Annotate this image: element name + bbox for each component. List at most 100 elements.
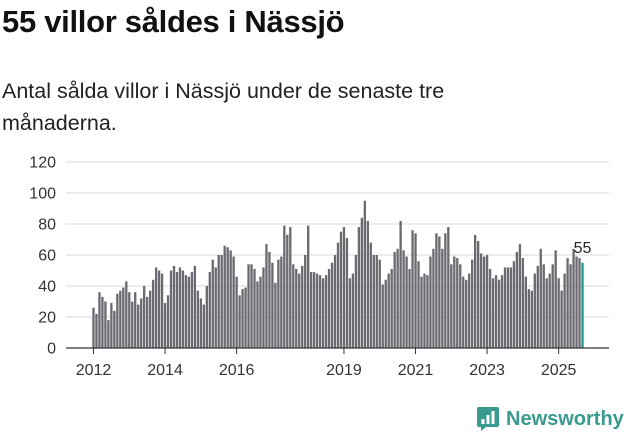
bar [515,251,519,348]
y-tick-label: 0 [47,341,56,358]
bar [345,237,349,348]
bar [235,276,238,348]
bar [435,233,438,348]
bar [172,265,176,348]
bar [554,250,557,348]
chart-subtitle: Antal sålda villor i Nässjö under de sen… [2,79,445,135]
bar [399,220,402,348]
bar [402,250,405,348]
y-tick-label: 60 [38,248,56,265]
y-tick-label: 40 [38,279,56,296]
bar [262,267,265,348]
bar [372,255,375,348]
y-axis-labels: 0 20 40 60 80 100 120 [29,155,56,358]
bar [301,265,304,348]
bar [450,264,453,348]
bar [143,286,146,348]
bar [283,225,286,348]
bar [479,253,483,348]
bar [509,267,513,348]
bar [327,268,331,348]
bar [342,227,346,348]
bar [137,304,140,348]
bar [539,248,542,348]
bar [321,278,325,348]
y-tick-label: 20 [38,310,56,327]
bar [119,290,122,348]
highlight-bar [581,262,584,348]
bar [202,304,205,348]
bar [441,248,444,348]
bar [578,258,581,348]
bar [253,268,256,348]
bar [423,273,426,348]
bar [148,290,152,348]
x-axis-ticks [92,348,560,354]
bar [223,245,226,348]
bar-chart: 0 20 40 60 80 100 120 2012 2014 2016 2019 2021 2023… [29,155,609,379]
bar [304,255,307,348]
bar [211,259,214,348]
bar [318,275,322,348]
bar [468,273,471,348]
newsworthy-logo-icon [477,407,499,431]
bar [375,255,378,348]
bar [178,267,182,348]
bar [181,270,185,348]
bar [429,256,432,348]
bar [238,295,241,348]
bar [390,268,393,348]
bar [521,258,525,348]
bar [122,287,125,348]
bar [408,268,411,348]
bar [324,275,328,348]
bar [369,242,372,348]
bar [357,227,361,348]
bar [220,255,223,348]
x-tick-label: 2019 [326,362,362,379]
x-tick-label: 2014 [147,362,183,379]
bar [545,278,548,348]
bar [140,298,143,348]
bar [384,279,387,348]
bar [471,259,474,348]
bar [95,313,98,348]
bar [396,248,399,348]
bar [491,278,495,348]
bar [193,265,197,348]
bar [175,272,179,348]
bar [363,200,366,348]
x-tick-label: 2025 [541,362,577,379]
bar [533,273,536,348]
bar [134,292,137,348]
bar [98,292,101,348]
bar [456,258,459,348]
highlight-value-label: 55 [574,240,592,257]
bar [474,234,477,348]
bar [393,251,396,348]
bar [557,278,560,348]
bar [354,255,358,348]
bar [146,296,149,348]
bar [432,248,435,348]
bar [512,261,516,348]
bar [190,272,194,348]
bar [503,267,507,348]
bar [476,241,480,348]
bar [459,264,462,348]
bar [420,276,423,348]
bar [199,298,202,348]
bar [92,307,95,348]
bar [274,282,277,348]
x-tick-label: 2021 [398,362,434,379]
x-tick-label: 2016 [219,362,255,379]
bar [447,227,450,348]
bar [444,233,447,348]
bar [166,295,170,348]
x-tick-label: 2012 [76,362,112,379]
bar [259,276,262,348]
bar [438,236,441,348]
brand-name: Newsworthy [506,407,624,430]
bar [244,287,247,348]
bar [208,272,211,348]
